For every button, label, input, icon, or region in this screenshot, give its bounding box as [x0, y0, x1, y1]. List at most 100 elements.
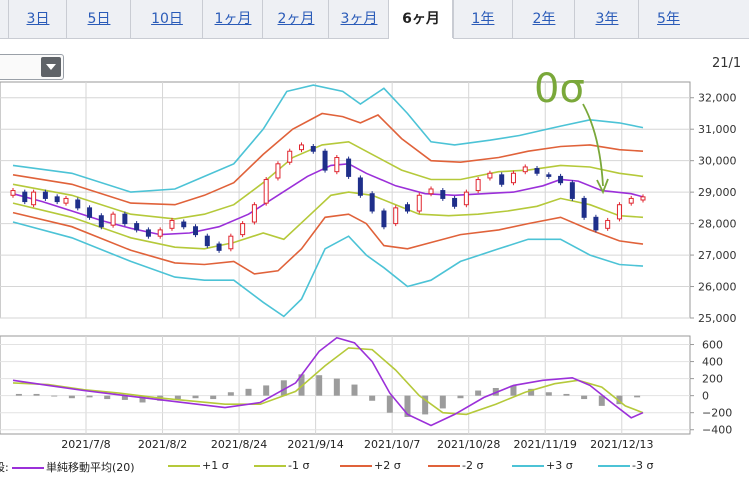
candle-body	[346, 158, 352, 177]
histogram-bar	[210, 395, 217, 400]
histogram-bar	[634, 395, 641, 398]
annotation-arrow	[582, 103, 604, 187]
macd-line	[12, 336, 644, 427]
sub-ytick-label: −200	[702, 407, 732, 420]
sub-ytick-label: 0	[702, 390, 709, 403]
histogram-bar	[263, 385, 270, 396]
histogram-bar	[616, 395, 623, 405]
histogram-bar	[227, 392, 234, 396]
sub-ytick-label: −400	[702, 424, 732, 437]
candle-body	[122, 213, 128, 225]
tab-0[interactable]: 3日	[8, 0, 67, 38]
main-ytick-label: 29,000	[698, 186, 737, 199]
xtick-label: 2021/10/28	[437, 438, 500, 451]
main-ytick-label: 30,000	[698, 155, 737, 168]
xtick-label: 2021/11/19	[514, 438, 577, 451]
candle-body	[145, 229, 151, 237]
histogram-bar	[104, 395, 111, 400]
candle-body	[581, 197, 587, 218]
xtick-label: 2021/12/13	[590, 438, 653, 451]
candle-body	[287, 150, 293, 163]
legend-label: -1 σ	[288, 459, 310, 472]
histogram-bar	[545, 392, 552, 396]
tab-9[interactable]: 3年	[574, 0, 639, 38]
legend-swatch	[512, 465, 544, 467]
main-ytick-label: 26,000	[698, 281, 737, 294]
histogram-bar	[280, 380, 287, 396]
legend-item: +2 σ	[340, 459, 401, 472]
tab-7[interactable]: 1年	[452, 0, 513, 38]
legend-label: -2 σ	[462, 459, 484, 472]
legend-label: -3 σ	[632, 459, 654, 472]
legend-item: 単純移動平均(20)	[12, 459, 135, 475]
xtick-label: 2021/9/14	[287, 438, 343, 451]
histogram-bar	[15, 393, 22, 396]
legend-prefix: 設:	[0, 461, 9, 474]
tab-8[interactable]: 2年	[512, 0, 575, 38]
legend-swatch	[428, 465, 460, 467]
candle-body	[216, 243, 222, 251]
legend-label: +1 σ	[202, 459, 229, 472]
histogram-bar	[439, 395, 446, 409]
histogram-bar	[475, 390, 482, 396]
chevron-down-icon[interactable]	[41, 57, 61, 77]
period-tabs: 3日 5日 10日 1ヶ月 2ヶ月 3ヶ月 6ヶ月 1年 2年 3年 5年	[0, 0, 749, 39]
minus-2sigma-line	[12, 211, 644, 275]
legend-item: -2 σ	[428, 459, 483, 472]
candle-body	[452, 197, 458, 207]
main-ytick-label: 28,000	[698, 218, 737, 231]
histogram-bar	[86, 395, 93, 398]
histogram-bar	[139, 395, 146, 403]
candle-body	[240, 223, 246, 236]
candle-body	[31, 191, 37, 206]
tab-3[interactable]: 1ヶ月	[202, 0, 263, 38]
candle-body	[204, 235, 210, 247]
candle-body	[299, 144, 305, 151]
candle-body	[499, 174, 505, 185]
histogram-bar	[51, 395, 58, 397]
candle-body	[251, 204, 257, 223]
candle-body	[157, 229, 163, 237]
candle-body	[334, 157, 340, 173]
sub-ytick-label: 400	[702, 356, 723, 369]
legend-item: +1 σ	[168, 459, 229, 472]
legend-swatch	[168, 465, 200, 467]
histogram-bar	[192, 395, 199, 399]
histogram-bar	[245, 388, 252, 396]
indicator-select[interactable]	[0, 54, 64, 80]
sub-frame	[0, 335, 691, 435]
histogram-bar	[121, 395, 128, 400]
histogram-bar	[528, 388, 535, 396]
candle-body	[628, 197, 634, 204]
tab-4[interactable]: 2ヶ月	[262, 0, 329, 38]
tab-1[interactable]: 5日	[66, 0, 131, 38]
candle-body	[404, 204, 410, 212]
candle-body	[275, 163, 281, 179]
plus-1sigma-line	[12, 140, 644, 220]
candle-body	[369, 193, 375, 212]
legend-swatch	[598, 465, 630, 467]
candle-body	[75, 199, 81, 209]
candle-body	[428, 188, 434, 195]
tab-2[interactable]: 10日	[130, 0, 203, 38]
signal-line	[12, 347, 644, 416]
candle-body	[546, 174, 552, 177]
candle-body	[322, 150, 328, 171]
candle-body	[193, 226, 199, 236]
xtick-label: 2021/10/7	[364, 438, 420, 451]
candle-body	[616, 204, 622, 220]
legend-swatch	[340, 465, 372, 467]
tab-6[interactable]: 6ヶ月	[388, 0, 454, 39]
legend-item: +3 σ	[512, 459, 573, 472]
tab-10[interactable]: 5年	[638, 0, 698, 38]
date-label: 21/1	[712, 56, 742, 71]
legend-label: +2 σ	[374, 459, 401, 472]
candle-body	[416, 194, 422, 212]
tab-5[interactable]: 3ヶ月	[328, 0, 389, 38]
xtick-label: 2021/8/24	[211, 438, 267, 451]
xtick-label: 2021/7/8	[61, 438, 110, 451]
main-ytick-label: 32,000	[698, 92, 737, 105]
legend-label: +3 σ	[546, 459, 573, 472]
candle-body	[63, 197, 69, 204]
legend-item: -3 σ	[598, 459, 653, 472]
